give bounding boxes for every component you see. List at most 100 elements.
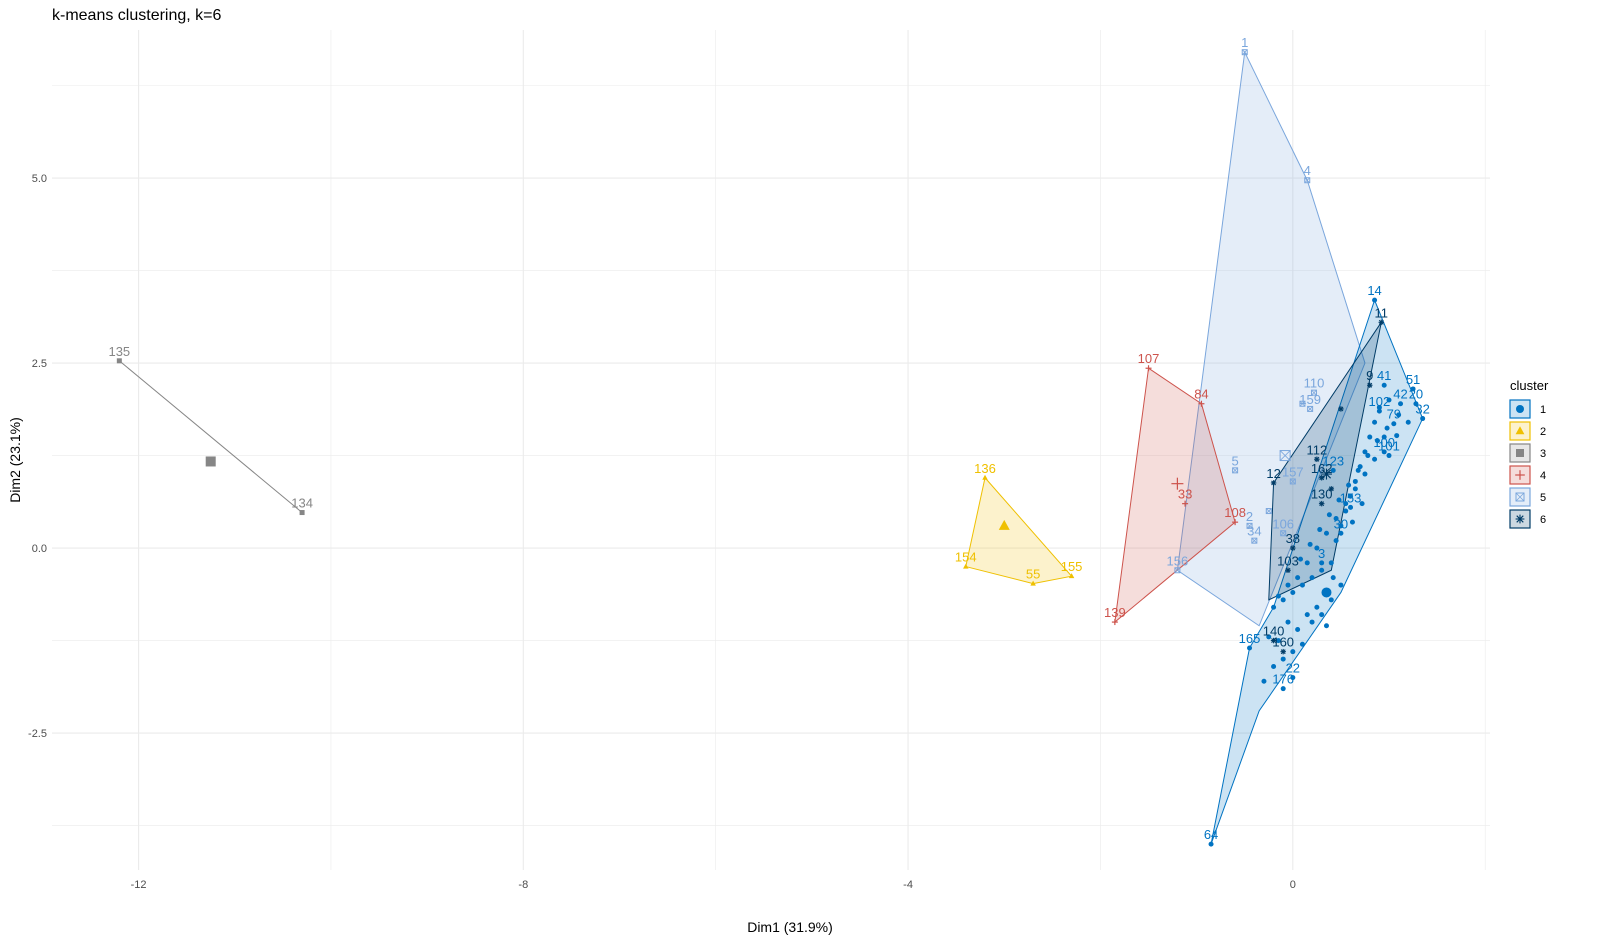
cluster-1-point xyxy=(1275,593,1281,599)
point-label: 42 xyxy=(1393,387,1407,402)
cluster-1-point xyxy=(1280,686,1286,692)
cluster-1-point xyxy=(1348,504,1354,510)
cluster-1-point xyxy=(1280,656,1286,662)
point-label: 110 xyxy=(1304,376,1325,391)
cluster-1-point xyxy=(1290,589,1296,595)
plot-grid xyxy=(52,30,1490,870)
cluster-1-point xyxy=(1343,508,1349,514)
cluster-1-point xyxy=(1328,560,1334,566)
cluster-1-point xyxy=(1247,645,1253,651)
point-label: 176 xyxy=(1272,672,1294,687)
point-label: 51 xyxy=(1406,372,1420,387)
legend-symbol xyxy=(1515,492,1525,502)
cluster-1-point xyxy=(1362,471,1368,477)
cluster-1-point xyxy=(1271,604,1277,610)
cluster-4-centroid xyxy=(1171,477,1184,490)
cluster-1-point xyxy=(1381,449,1387,455)
point-label: 2 xyxy=(1246,509,1253,524)
point-label: 103 xyxy=(1277,553,1299,568)
cluster-1-point xyxy=(1319,560,1325,566)
cluster-1-point xyxy=(1304,612,1310,618)
cluster-1-point xyxy=(1323,623,1329,629)
cluster-1-point xyxy=(1391,421,1397,427)
point-label: 108 xyxy=(1224,505,1246,520)
cluster-1-point xyxy=(1367,434,1373,440)
point-labels: 1411015951572341561061078433108139641451… xyxy=(108,35,1429,842)
cluster-3-centroid xyxy=(205,456,216,467)
cluster-1-point xyxy=(1298,556,1304,562)
cluster-1-point xyxy=(1326,512,1332,518)
cluster-5-point xyxy=(1174,567,1181,574)
cluster-1-point xyxy=(1349,519,1355,525)
point-label: 136 xyxy=(974,461,996,476)
cluster-1-point xyxy=(1386,397,1392,403)
legend-label: 6 xyxy=(1540,514,1546,526)
point-label: 160 xyxy=(1272,635,1294,650)
cluster-5-point xyxy=(1310,389,1317,396)
legend-symbol xyxy=(1515,470,1525,480)
point-label: 11 xyxy=(1375,305,1389,320)
y-tick-label: 5.0 xyxy=(32,173,47,185)
point-label: 134 xyxy=(291,496,313,511)
cluster-1-point xyxy=(1381,434,1387,440)
cluster-1-point xyxy=(1413,401,1419,407)
point-label: 30 xyxy=(1334,516,1348,531)
cluster-1-point xyxy=(1208,841,1214,847)
point-label: 156 xyxy=(1167,553,1189,568)
cluster-6-point xyxy=(1378,319,1385,326)
cluster-1-point xyxy=(1365,453,1371,459)
legend-item-1: 1 xyxy=(1509,399,1546,419)
cluster-1-point xyxy=(1362,449,1368,455)
cluster-6-point xyxy=(1338,406,1344,412)
point-label: 4 xyxy=(1304,163,1311,178)
cluster-1-point xyxy=(1381,382,1387,388)
cluster-5-point xyxy=(1280,530,1287,537)
point-label: 154 xyxy=(955,550,977,565)
cluster-6-point xyxy=(1318,500,1325,507)
cluster-1-point xyxy=(1374,438,1380,444)
cluster-6-point xyxy=(1280,648,1286,655)
cluster-3-point xyxy=(116,358,122,364)
cluster-1-point xyxy=(1386,453,1392,459)
cluster-1-point xyxy=(1323,530,1329,536)
cluster-5-point xyxy=(1299,400,1306,407)
cluster-4-point xyxy=(1111,619,1118,626)
cluster-1-point xyxy=(1376,408,1382,414)
cluster-2-point xyxy=(1068,573,1075,579)
cluster-5-point xyxy=(1232,467,1239,474)
cluster-1-point xyxy=(1328,597,1334,603)
point-label: 3 xyxy=(1318,546,1325,561)
cluster-6-point xyxy=(1270,480,1277,486)
point-label: 9 xyxy=(1366,368,1373,383)
legend-item-4: 4 xyxy=(1509,465,1546,485)
cluster-1-point xyxy=(1307,541,1313,547)
axis-ticks: -12 -8 -4 0 -2.5 0.0 2.5 5.0 xyxy=(28,173,1296,891)
cluster-2-centroid xyxy=(998,519,1010,530)
cluster-1-point xyxy=(1309,619,1315,625)
cluster-1-point xyxy=(1405,419,1411,425)
point-label: 123 xyxy=(1322,453,1344,468)
point-label: 106 xyxy=(1272,516,1294,531)
y-tick-label: 0.0 xyxy=(32,543,47,555)
cluster-1-point xyxy=(1336,497,1342,503)
cluster-6-point xyxy=(1367,382,1373,388)
cluster-points xyxy=(116,49,1426,847)
point-label: 107 xyxy=(1138,351,1160,366)
cluster-6-point xyxy=(1285,567,1291,574)
point-label: 79 xyxy=(1387,407,1401,422)
cluster-1-point xyxy=(1357,464,1363,470)
point-label: 135 xyxy=(108,344,130,359)
point-label: 32 xyxy=(1415,402,1429,417)
cluster-1-point xyxy=(1317,527,1323,533)
cluster-1-point xyxy=(1396,412,1402,418)
point-label: 14 xyxy=(1367,283,1381,298)
cluster-1-point xyxy=(1338,523,1344,529)
x-tick-label: -12 xyxy=(131,879,147,891)
point-label: 64 xyxy=(1204,827,1218,842)
cluster-1-point xyxy=(1314,604,1320,610)
cluster-4-point xyxy=(1232,519,1239,526)
cluster-1-point xyxy=(1420,416,1426,422)
cluster-1-point xyxy=(1355,467,1361,473)
cluster-5-point xyxy=(1265,508,1272,515)
